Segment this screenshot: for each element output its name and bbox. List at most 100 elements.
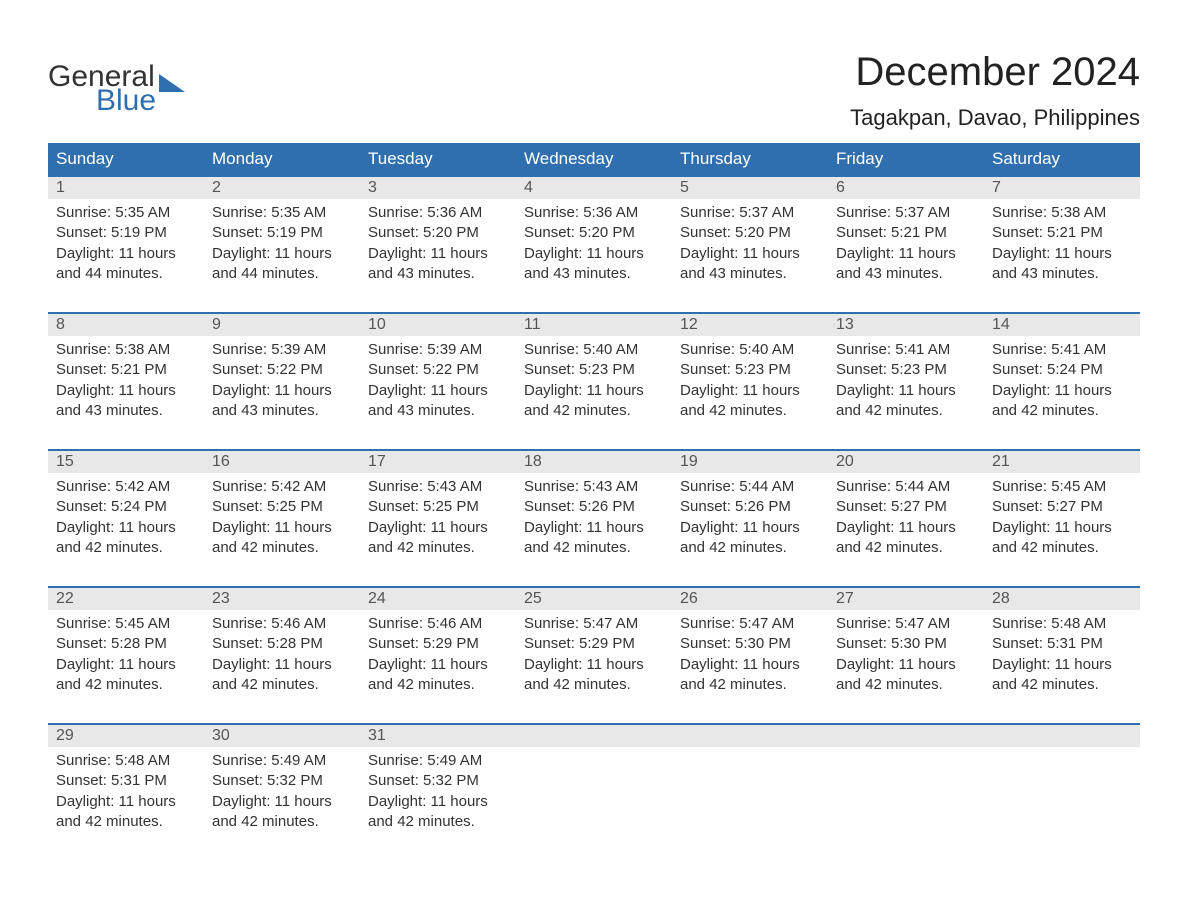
day-sunset: Sunset: 5:20 PM: [368, 223, 508, 243]
day-cell: Sunrise: 5:46 AMSunset: 5:29 PMDaylight:…: [360, 610, 516, 723]
day-d1: Daylight: 11 hours: [212, 381, 352, 401]
day-d1: Daylight: 11 hours: [212, 518, 352, 538]
calendar: SundayMondayTuesdayWednesdayThursdayFrid…: [48, 143, 1140, 860]
day-sunrise: Sunrise: 5:40 AM: [524, 340, 664, 360]
day-d2: and 42 minutes.: [992, 401, 1132, 421]
day-d2: and 42 minutes.: [56, 538, 196, 558]
day-number: 2: [204, 177, 360, 199]
day-sunrise: Sunrise: 5:35 AM: [56, 203, 196, 223]
day-d1: Daylight: 11 hours: [56, 655, 196, 675]
day-cell: Sunrise: 5:40 AMSunset: 5:23 PMDaylight:…: [516, 336, 672, 449]
day-sunrise: Sunrise: 5:48 AM: [992, 614, 1132, 634]
day-d2: and 42 minutes.: [992, 675, 1132, 695]
day-sunset: Sunset: 5:23 PM: [524, 360, 664, 380]
day-cell: Sunrise: 5:41 AMSunset: 5:23 PMDaylight:…: [828, 336, 984, 449]
day-sunset: Sunset: 5:19 PM: [56, 223, 196, 243]
day-number: 12: [672, 314, 828, 336]
day-number: [672, 725, 828, 747]
day-d2: and 42 minutes.: [524, 675, 664, 695]
day-d1: Daylight: 11 hours: [992, 381, 1132, 401]
day-cell: Sunrise: 5:37 AMSunset: 5:21 PMDaylight:…: [828, 199, 984, 312]
day-number: 13: [828, 314, 984, 336]
day-number: 23: [204, 588, 360, 610]
day-d2: and 42 minutes.: [524, 401, 664, 421]
day-number: 20: [828, 451, 984, 473]
day-sunset: Sunset: 5:32 PM: [368, 771, 508, 791]
day-cell: Sunrise: 5:35 AMSunset: 5:19 PMDaylight:…: [48, 199, 204, 312]
day-sunset: Sunset: 5:29 PM: [368, 634, 508, 654]
day-sunset: Sunset: 5:31 PM: [56, 771, 196, 791]
day-d2: and 43 minutes.: [836, 264, 976, 284]
day-d2: and 42 minutes.: [680, 538, 820, 558]
day-sunrise: Sunrise: 5:46 AM: [368, 614, 508, 634]
day-sunrise: Sunrise: 5:41 AM: [836, 340, 976, 360]
day-sunset: Sunset: 5:22 PM: [368, 360, 508, 380]
day-sunrise: Sunrise: 5:43 AM: [524, 477, 664, 497]
day-number-row: 15161718192021: [48, 451, 1140, 473]
day-d2: and 42 minutes.: [56, 675, 196, 695]
day-sunset: Sunset: 5:25 PM: [368, 497, 508, 517]
day-sunset: Sunset: 5:20 PM: [680, 223, 820, 243]
day-number: 24: [360, 588, 516, 610]
logo: General Blue: [48, 50, 185, 116]
day-cell: Sunrise: 5:37 AMSunset: 5:20 PMDaylight:…: [672, 199, 828, 312]
day-sunrise: Sunrise: 5:47 AM: [836, 614, 976, 634]
day-number: 8: [48, 314, 204, 336]
day-sunset: Sunset: 5:26 PM: [680, 497, 820, 517]
day-number: 7: [984, 177, 1140, 199]
day-sunset: Sunset: 5:27 PM: [836, 497, 976, 517]
day-sunrise: Sunrise: 5:45 AM: [56, 614, 196, 634]
day-sunset: Sunset: 5:24 PM: [56, 497, 196, 517]
day-d2: and 43 minutes.: [212, 401, 352, 421]
day-d1: Daylight: 11 hours: [56, 792, 196, 812]
day-number: 26: [672, 588, 828, 610]
day-number: 4: [516, 177, 672, 199]
day-d2: and 42 minutes.: [992, 538, 1132, 558]
day-d2: and 43 minutes.: [368, 401, 508, 421]
day-sunset: Sunset: 5:20 PM: [524, 223, 664, 243]
day-cell: [984, 747, 1140, 860]
day-sunrise: Sunrise: 5:36 AM: [368, 203, 508, 223]
day-d2: and 42 minutes.: [680, 401, 820, 421]
day-cell: Sunrise: 5:49 AMSunset: 5:32 PMDaylight:…: [360, 747, 516, 860]
day-d1: Daylight: 11 hours: [368, 792, 508, 812]
day-d2: and 42 minutes.: [212, 675, 352, 695]
day-sunrise: Sunrise: 5:37 AM: [680, 203, 820, 223]
day-d1: Daylight: 11 hours: [368, 381, 508, 401]
day-cell: Sunrise: 5:48 AMSunset: 5:31 PMDaylight:…: [48, 747, 204, 860]
location: Tagakpan, Davao, Philippines: [850, 105, 1140, 131]
day-sunrise: Sunrise: 5:36 AM: [524, 203, 664, 223]
day-number: 25: [516, 588, 672, 610]
day-sunrise: Sunrise: 5:39 AM: [212, 340, 352, 360]
day-d1: Daylight: 11 hours: [680, 381, 820, 401]
day-number: [828, 725, 984, 747]
header: General Blue December 2024 Tagakpan, Dav…: [48, 50, 1140, 131]
calendar-week: 293031Sunrise: 5:48 AMSunset: 5:31 PMDay…: [48, 723, 1140, 860]
day-d1: Daylight: 11 hours: [212, 792, 352, 812]
day-d2: and 42 minutes.: [524, 538, 664, 558]
day-cell: [672, 747, 828, 860]
day-sunset: Sunset: 5:24 PM: [992, 360, 1132, 380]
day-of-week: Tuesday: [360, 143, 516, 175]
day-number: 10: [360, 314, 516, 336]
day-sunrise: Sunrise: 5:47 AM: [680, 614, 820, 634]
day-number: 29: [48, 725, 204, 747]
day-cell: Sunrise: 5:44 AMSunset: 5:27 PMDaylight:…: [828, 473, 984, 586]
day-number: 15: [48, 451, 204, 473]
day-cell: Sunrise: 5:44 AMSunset: 5:26 PMDaylight:…: [672, 473, 828, 586]
day-number: 9: [204, 314, 360, 336]
day-d2: and 44 minutes.: [212, 264, 352, 284]
day-sunrise: Sunrise: 5:35 AM: [212, 203, 352, 223]
day-d1: Daylight: 11 hours: [992, 244, 1132, 264]
days-of-week-header: SundayMondayTuesdayWednesdayThursdayFrid…: [48, 143, 1140, 175]
day-d1: Daylight: 11 hours: [992, 518, 1132, 538]
day-sunset: Sunset: 5:28 PM: [56, 634, 196, 654]
day-cell: Sunrise: 5:36 AMSunset: 5:20 PMDaylight:…: [516, 199, 672, 312]
day-number: 16: [204, 451, 360, 473]
day-number: 18: [516, 451, 672, 473]
day-d2: and 42 minutes.: [212, 812, 352, 832]
day-d1: Daylight: 11 hours: [836, 518, 976, 538]
day-cell: Sunrise: 5:42 AMSunset: 5:24 PMDaylight:…: [48, 473, 204, 586]
day-d1: Daylight: 11 hours: [524, 244, 664, 264]
day-sunset: Sunset: 5:19 PM: [212, 223, 352, 243]
